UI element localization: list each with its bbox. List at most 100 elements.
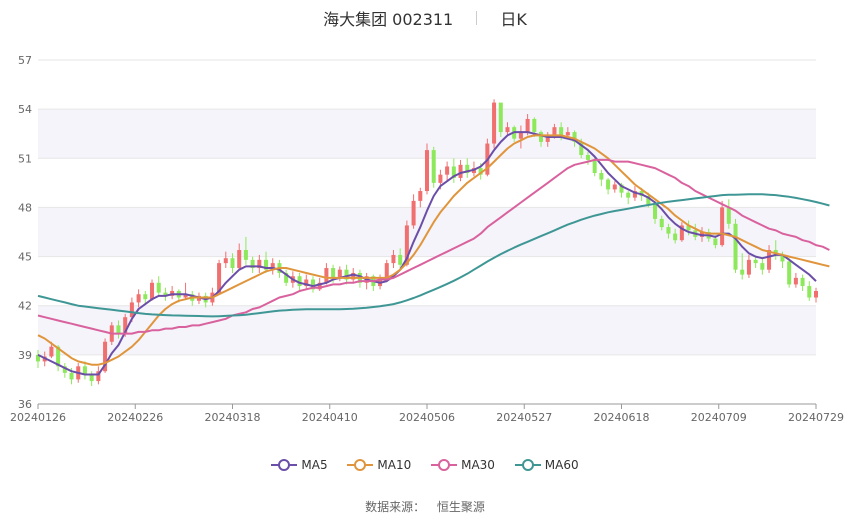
candle-body <box>424 150 430 192</box>
candle-body <box>498 102 503 133</box>
candle-body <box>760 263 765 270</box>
candlestick-chart: 36 39 42 45 48 51 54 57 20240126 20240226 20240318… <box>10 54 844 424</box>
y-tick-label: 45 <box>18 251 32 264</box>
candle-body <box>492 102 497 144</box>
candle-body <box>559 127 564 136</box>
candle-body <box>753 259 758 264</box>
candle-body <box>767 250 772 270</box>
candle-body <box>310 279 315 290</box>
series-line-ma5 <box>37 131 817 376</box>
y-tick-label: 36 <box>18 398 32 411</box>
data-source-label: 数据来源： <box>365 500 426 514</box>
candle-body <box>438 174 443 183</box>
legend-marker-ma5 <box>271 459 298 471</box>
candle-body <box>35 354 41 362</box>
x-tick-label: 20240318 <box>205 411 261 424</box>
candle-body <box>129 302 134 318</box>
candle-body <box>592 159 597 174</box>
candle-body <box>518 132 523 139</box>
candle-body <box>478 168 483 175</box>
candle-body <box>143 294 148 300</box>
candle-body <box>337 269 342 278</box>
candle-body <box>243 250 248 260</box>
legend-label-ma60: MA60 <box>544 458 579 472</box>
candle-body <box>646 195 651 205</box>
legend-marker-ma60 <box>514 459 541 471</box>
candle-body <box>465 164 470 174</box>
candle-body <box>659 218 664 228</box>
candle-body <box>69 372 74 380</box>
candle-body <box>431 150 436 183</box>
candle-body <box>800 277 805 287</box>
candle-body <box>56 346 61 367</box>
y-tick-label: 42 <box>18 300 32 313</box>
candle-body <box>539 132 544 142</box>
legend-item-ma5[interactable]: MA5 <box>271 458 328 472</box>
x-tick-label: 20240527 <box>496 411 552 424</box>
candle-body <box>713 238 718 246</box>
y-tick-label: 57 <box>18 54 32 67</box>
candle-body <box>223 258 228 264</box>
candle-body <box>404 225 409 265</box>
legend-label-ma5: MA5 <box>301 458 328 472</box>
candle-body <box>458 164 463 178</box>
y-tick-label: 39 <box>18 349 32 362</box>
y-tick-label: 54 <box>18 103 32 116</box>
candle-body <box>250 259 255 269</box>
candle-body <box>445 166 450 175</box>
candle-body <box>156 282 161 293</box>
candle-body <box>237 250 242 269</box>
candle-body <box>720 207 725 246</box>
legend-marker-ma30 <box>431 459 458 471</box>
candle-body <box>451 166 456 178</box>
legend-item-ma30[interactable]: MA30 <box>431 458 495 472</box>
candle-body <box>418 191 423 201</box>
candle-body <box>230 258 235 269</box>
candle-body <box>163 292 168 296</box>
series-line-ma60 <box>37 193 830 318</box>
legend-label-ma10: MA10 <box>377 458 412 472</box>
candle-body <box>780 254 785 262</box>
candle-body <box>317 282 322 290</box>
candle-body <box>123 317 128 334</box>
candle-body <box>89 374 94 382</box>
legend-item-ma10[interactable]: MA10 <box>347 458 411 472</box>
candle-body <box>264 259 269 270</box>
candle-body <box>136 294 141 303</box>
candle-body <box>673 233 678 241</box>
chart-title: 海大集团 002311 日K <box>0 6 850 30</box>
candle-body <box>351 272 356 280</box>
candle-body <box>150 282 155 300</box>
data-source-value: 恒生聚源 <box>436 500 485 514</box>
candle-body <box>612 184 617 190</box>
candle-body <box>740 269 745 275</box>
candle-body <box>324 268 329 283</box>
x-tick-label: 20240506 <box>399 411 455 424</box>
candle-body <box>217 263 222 293</box>
candle-body <box>384 263 389 280</box>
candle-body <box>270 263 275 270</box>
candle-body <box>391 254 396 264</box>
chart-title-period: 日K <box>500 10 527 29</box>
legend-item-ma60[interactable]: MA60 <box>514 458 579 472</box>
candle-body <box>606 179 611 190</box>
candle-body <box>733 223 738 270</box>
candle-body <box>565 132 570 136</box>
candle-body <box>552 127 557 137</box>
candle-body <box>787 261 792 285</box>
series-line-ma30 <box>37 158 830 335</box>
candle-body <box>666 227 671 234</box>
x-tick-label: 20240709 <box>691 411 747 424</box>
grid-band <box>38 305 816 355</box>
candle-body <box>183 294 188 298</box>
candle-body <box>297 276 302 287</box>
candle-body <box>103 341 108 372</box>
candle-body <box>304 279 309 287</box>
candle-body <box>807 286 812 298</box>
x-tick-label: 20240126 <box>10 411 66 424</box>
candle-body <box>793 277 798 285</box>
legend-label-ma30: MA30 <box>461 458 495 472</box>
data-source: 数据来源： 恒生聚源 <box>0 498 850 515</box>
candle-body <box>813 290 819 298</box>
y-tick-label: 51 <box>18 152 32 165</box>
